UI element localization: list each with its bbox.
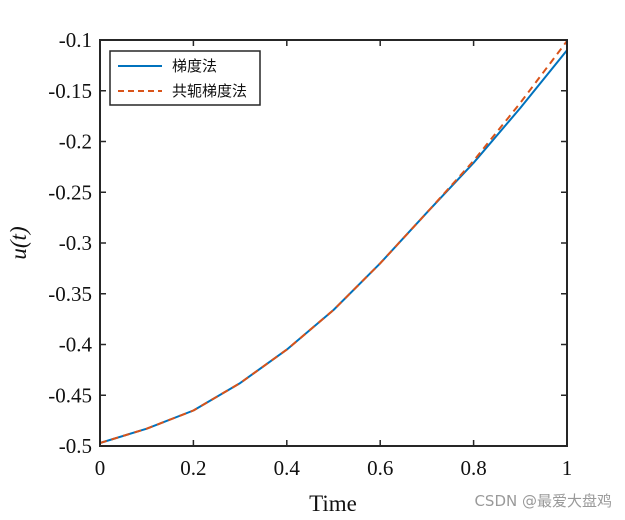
- y-tick-label: -0.4: [59, 333, 93, 357]
- series-lines: [99, 40, 568, 444]
- y-tick-label: -0.35: [48, 282, 92, 306]
- plot-area: [100, 40, 567, 446]
- y-tick-label: -0.5: [59, 434, 92, 458]
- x-tick-label: 0.4: [274, 456, 301, 480]
- y-tick-label: -0.25: [48, 180, 92, 204]
- legend-label-conjugate-gradient: 共轭梯度法: [172, 82, 247, 100]
- y-tick-label: -0.45: [48, 383, 92, 407]
- legend-box: [109, 50, 261, 106]
- x-axis-title: Time: [309, 491, 357, 516]
- y-tick-labels: -0.5 -0.45 -0.4 -0.35 -0.3 -0.25 -0.2 -0.15 -0.1: [48, 28, 92, 458]
- x-tick-label: 0.2: [180, 456, 206, 480]
- x-tick-label: 0.8: [460, 456, 486, 480]
- y-tick-label: -0.15: [48, 79, 92, 103]
- x-tick-label: 0.6: [367, 456, 393, 480]
- watermark: CSDN @最爱大盘鸡: [474, 492, 612, 510]
- y-tick-label: -0.3: [59, 231, 92, 255]
- legend-label-gradient: 梯度法: [172, 57, 217, 75]
- x-tick-labels: 0 0.2 0.4 0.6 0.8 1: [95, 456, 573, 480]
- x-tick-label: 1: [562, 456, 573, 480]
- y-axis-title: u(t): [6, 226, 31, 259]
- y-tick-label: -0.2: [59, 130, 92, 154]
- plot-frame: [99, 39, 568, 447]
- y-tick-label: -0.1: [59, 28, 92, 52]
- series-line-0: [99, 49, 568, 444]
- legend: 梯度法 共轭梯度法: [109, 50, 261, 106]
- x-tick-label: 0: [95, 456, 106, 480]
